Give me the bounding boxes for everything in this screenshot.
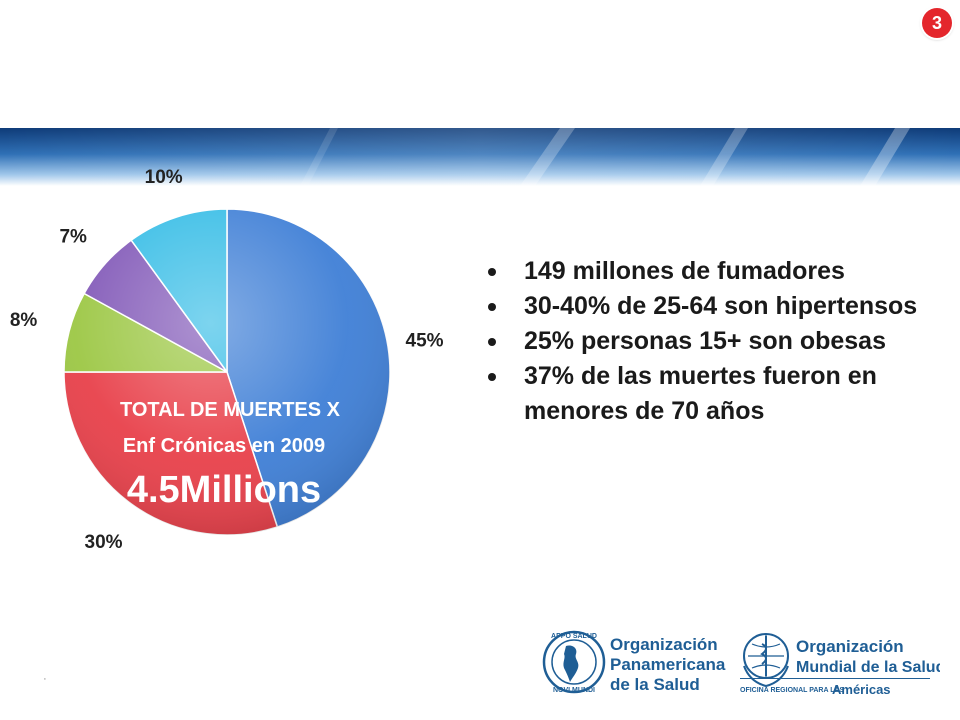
bullet-dot [488,373,496,381]
pie-slice-label: 8% [10,310,38,331]
who-logo: Organización Mundial de la Salud OFICINA… [740,633,940,697]
paho-seal-bottom-text: NOVI MUNDI [553,687,595,694]
paho-name-line2: Panamericana [610,655,726,674]
pie-slice-label: 30% [85,532,123,553]
paho-name-line1: Organización [610,635,718,654]
bullet-text: 149 millones de fumadores [524,257,845,285]
bullet-item: 149 millones de fumadores [486,254,926,289]
bullet-text: 37% de las muertes fueron en menores de … [524,362,877,425]
footnote-mark: ‚ [44,672,46,681]
pie-labels: 45% 30% 8% 7% 10% [10,167,444,553]
bullet-item: 30-40% de 25-64 son hipertensos [486,289,926,324]
bullet-list: 149 millones de fumadores 30-40% de 25-6… [486,254,926,429]
pie-slice-label: 45% [406,331,444,352]
paho-seal-top-text: APPO SALUD [551,633,597,640]
slide-number-badge: 3 [922,8,952,38]
bullet-item: 25% personas 15+ son obesas [486,324,926,359]
pie-slice-label: 7% [59,226,87,247]
paho-name-line3: de la Salud [610,675,700,694]
bullet-text: 30-40% de 25-64 son hipertensos [524,292,918,320]
pie-center-title: TOTAL DE MUERTES X [120,399,341,421]
bullet-dot [488,268,496,276]
bullet-text: 25% personas 15+ son obesas [524,327,886,355]
paho-seal-icon [542,630,606,694]
pie-center-total: 4.5Millions [127,469,321,511]
header-banner [0,128,960,186]
bullet-dot [488,303,496,311]
paho-logo: APPO SALUD NOVI MUNDI Organización Panam… [542,630,726,694]
who-name-line1: Organización [796,637,904,656]
bullet-dot [488,338,496,346]
bullet-item: 37% de las muertes fueron en menores de … [486,359,926,429]
pie-slice-label: 10% [145,167,183,188]
who-subtitle: OFICINA REGIONAL PARA LAS [740,687,845,694]
pie-center-subtitle: Enf Crónicas en 2009 [123,435,325,457]
who-name-line2: Mundial de la Salud [796,659,940,676]
who-region: Américas [832,682,891,697]
